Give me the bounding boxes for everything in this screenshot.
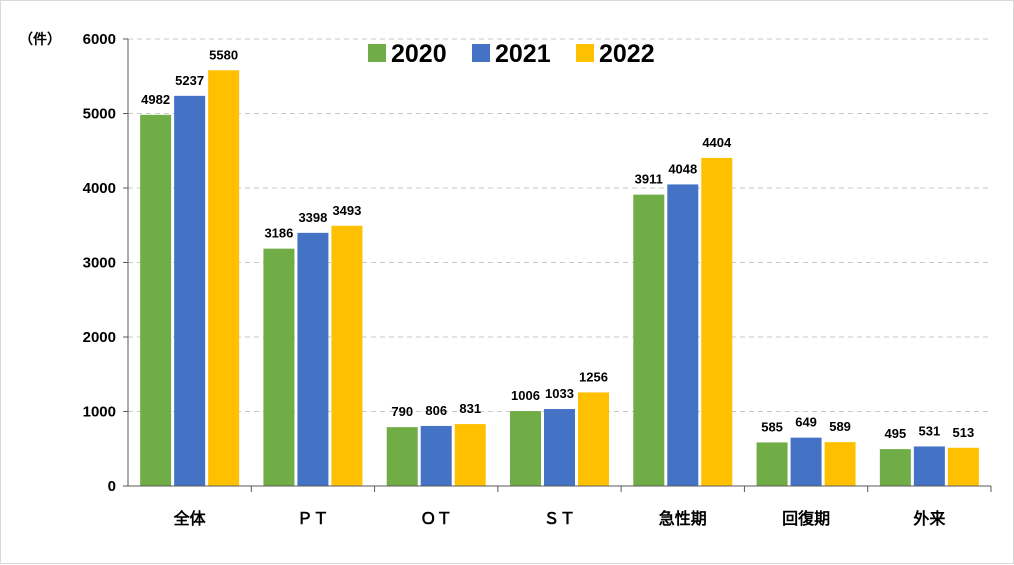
x-category-label: 回復期 bbox=[782, 509, 830, 528]
bar-2022 bbox=[824, 442, 856, 486]
axes: 0 1000 2000 3000 4000 5000 6000 全体 ＰＴ ＯＴ ＳＴ 急性期 回復期 外… bbox=[83, 31, 992, 528]
bar-2020 bbox=[386, 427, 418, 486]
bar-2020 bbox=[633, 194, 665, 486]
y-tick-label: 0 bbox=[108, 478, 116, 495]
bar-2020 bbox=[140, 114, 172, 486]
bar-2021 bbox=[913, 446, 945, 486]
bar-2022 bbox=[208, 70, 240, 486]
bar-2021 bbox=[544, 409, 575, 486]
x-category-label: 急性期 bbox=[659, 509, 707, 528]
data-label-2020: 3186 bbox=[264, 226, 293, 241]
legend-swatch-2021 bbox=[472, 44, 490, 62]
data-label-2022: 5580 bbox=[209, 47, 238, 62]
bars bbox=[140, 70, 979, 487]
data-label-2022: 1256 bbox=[579, 369, 608, 384]
data-label-2022: 831 bbox=[459, 401, 481, 416]
y-tick-label: 2000 bbox=[83, 329, 116, 346]
data-label-2021: 649 bbox=[795, 415, 817, 430]
data-label-2020: 790 bbox=[391, 404, 413, 419]
bar-2021 bbox=[420, 425, 452, 486]
y-tick-label: 3000 bbox=[83, 255, 116, 272]
y-tick-label: 6000 bbox=[83, 31, 116, 48]
legend-label-2020: 2020 bbox=[391, 40, 447, 68]
data-label-2020: 3911 bbox=[635, 172, 663, 187]
bar-2022 bbox=[454, 424, 486, 486]
legend-label-2022: 2022 bbox=[599, 40, 655, 68]
y-tick-label: 5000 bbox=[83, 106, 116, 123]
data-label-2021: 3398 bbox=[298, 210, 327, 225]
y-tick-label: 4000 bbox=[83, 180, 116, 197]
legend: 2020 2021 2022 bbox=[368, 40, 655, 68]
data-label-2021: 5237 bbox=[175, 73, 204, 88]
data-label-2020: 1006 bbox=[511, 388, 540, 403]
x-category-label: ＳＴ bbox=[543, 509, 575, 528]
data-label-2020: 4982 bbox=[141, 92, 170, 107]
bar-2020 bbox=[879, 449, 911, 486]
gridlines bbox=[128, 38, 991, 412]
legend-swatch-2022 bbox=[576, 44, 594, 62]
x-category-label: 全体 bbox=[173, 509, 207, 528]
data-label-2022: 513 bbox=[953, 425, 975, 440]
bar-2021 bbox=[667, 184, 699, 486]
legend-swatch-2020 bbox=[368, 44, 386, 62]
data-label-2020: 495 bbox=[885, 426, 907, 441]
data-label-2021: 531 bbox=[919, 423, 941, 438]
bar-2022 bbox=[331, 225, 363, 487]
legend-label-2021: 2021 bbox=[495, 40, 551, 68]
bar-2022 bbox=[578, 392, 609, 486]
data-label-2022: 589 bbox=[829, 419, 851, 434]
data-label-2021: 4048 bbox=[668, 161, 697, 176]
data-label-2022: 4404 bbox=[702, 135, 732, 150]
x-category-label: 外来 bbox=[912, 509, 946, 528]
bar-2020 bbox=[263, 248, 295, 486]
bar-2022 bbox=[701, 157, 733, 487]
bar-2021 bbox=[297, 232, 329, 486]
y-axis-unit-label: （件） bbox=[19, 31, 61, 48]
bar-2020 bbox=[510, 411, 541, 486]
y-tick-label: 1000 bbox=[83, 404, 116, 421]
bar-2021 bbox=[790, 437, 822, 486]
bar-2020 bbox=[756, 442, 788, 486]
data-label-2022: 3493 bbox=[332, 203, 361, 218]
data-labels: 4982 5237 5580 3186 3398 3493 790 806 831 1006 103… bbox=[141, 47, 974, 441]
data-label-2020: 585 bbox=[761, 419, 783, 434]
data-label-2021: 806 bbox=[425, 403, 447, 418]
bar-2021 bbox=[174, 95, 206, 486]
x-category-label: ＰＴ bbox=[297, 509, 329, 528]
x-category-label: ＯＴ bbox=[420, 509, 452, 528]
bar-2022 bbox=[947, 447, 979, 486]
data-label-2021: 1033 bbox=[545, 386, 574, 401]
